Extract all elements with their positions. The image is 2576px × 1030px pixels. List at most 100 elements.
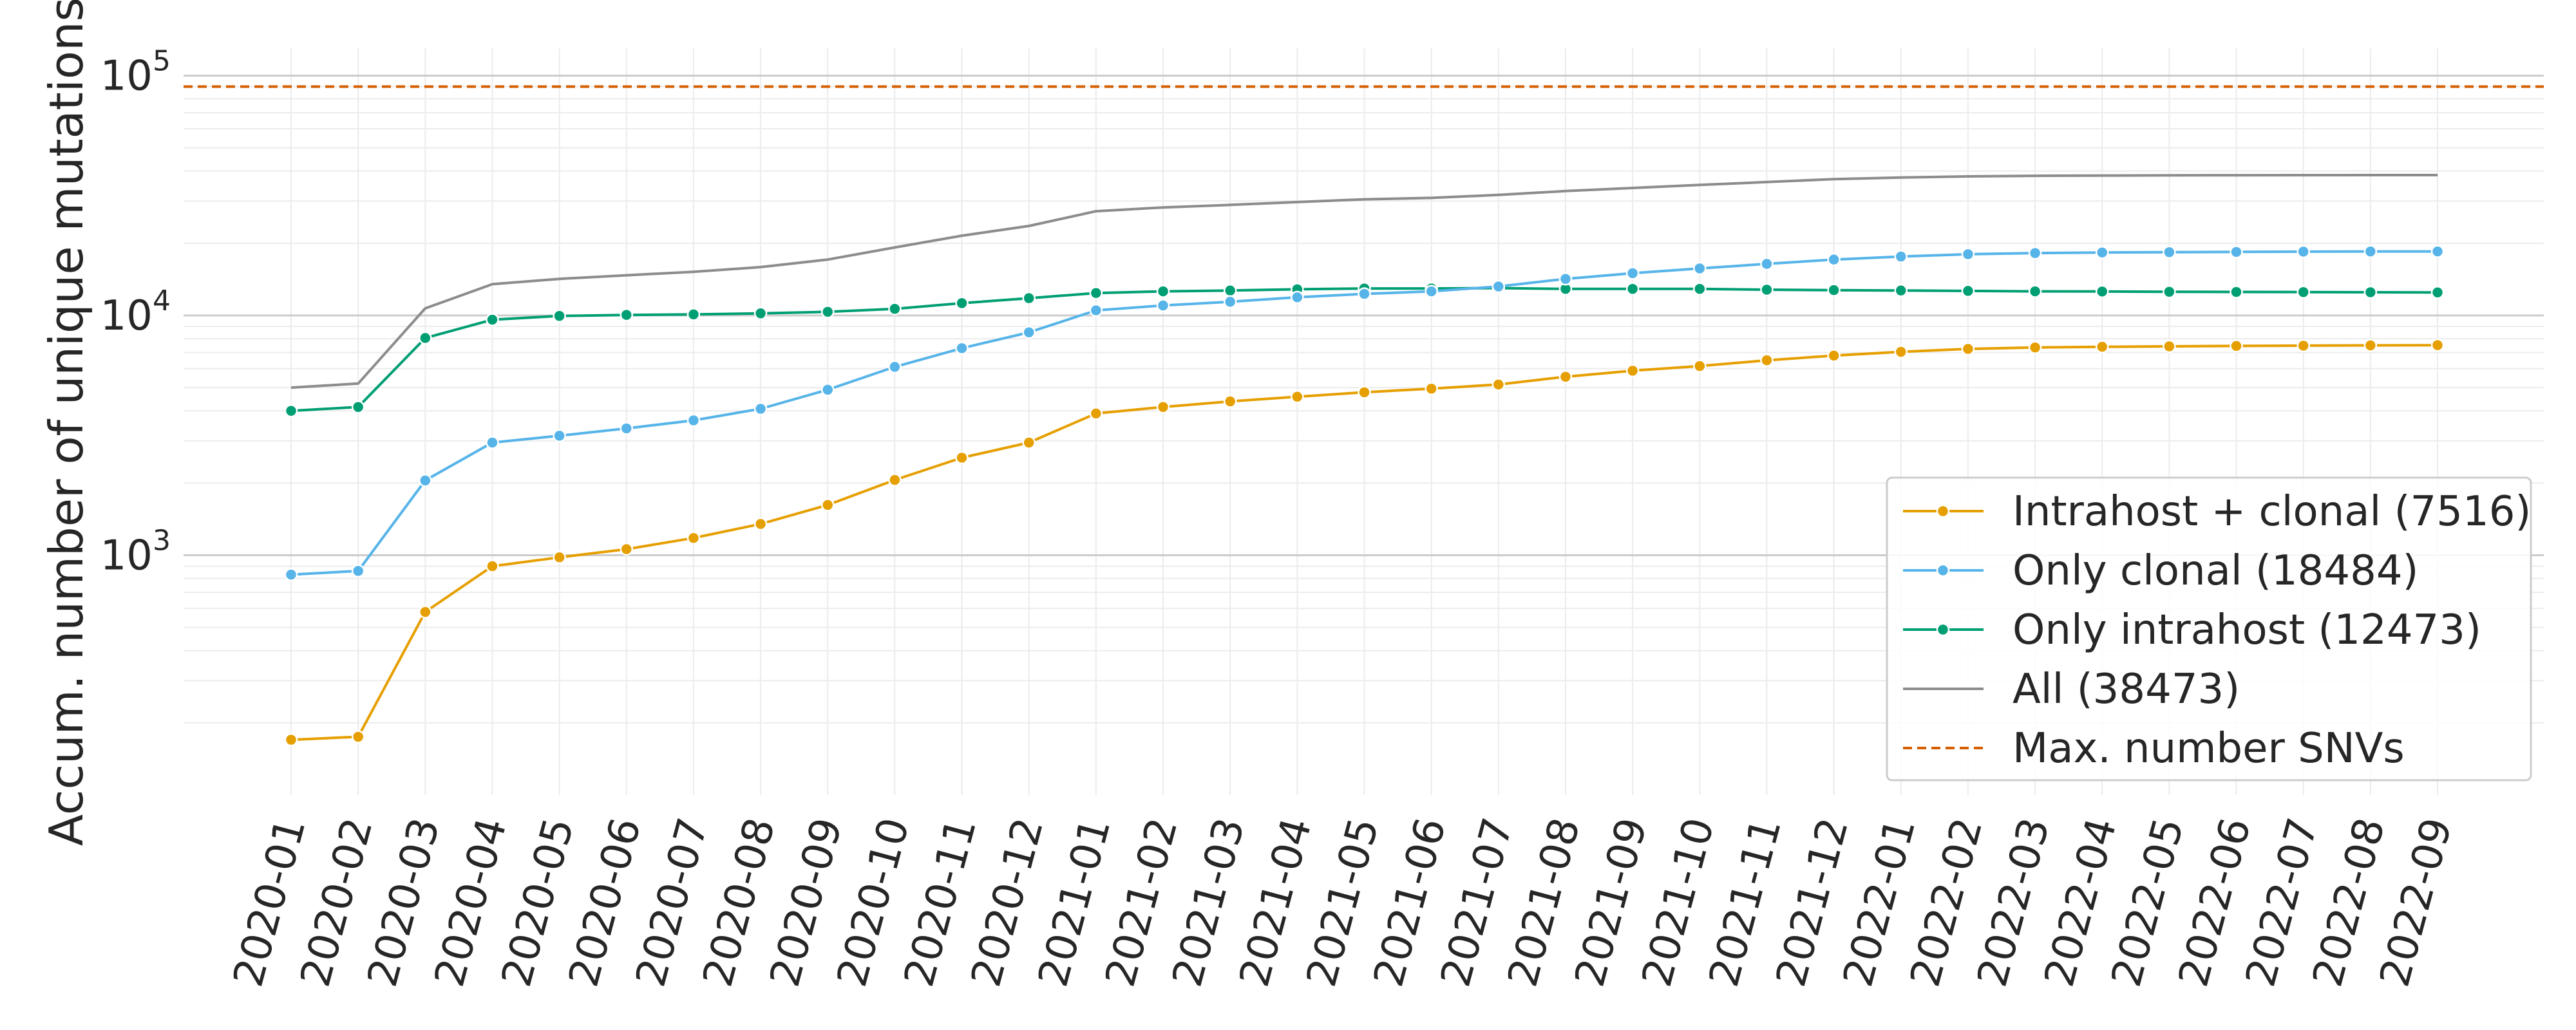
data-point [351,730,365,744]
legend-label: Intrahost + clonal (7516) [2012,488,2531,536]
data-point [1425,285,1438,298]
data-point [1291,290,1304,304]
data-point [1625,364,1640,378]
data-point [1492,279,1506,294]
data-point [753,517,768,531]
data-point [1223,284,1237,297]
data-point [2297,339,2310,353]
data-point [1894,345,1908,359]
data-point [1961,284,1975,298]
data-point [2297,245,2310,259]
data-point [1022,436,1036,449]
data-point [553,550,566,565]
data-point [419,474,432,487]
data-point [1089,303,1103,317]
series-line [290,174,2438,389]
data-point [2230,339,2243,353]
data-point [2363,245,2378,258]
data-point [2095,285,2109,299]
legend-label: All (38473) [2012,666,2240,713]
data-point [419,605,432,619]
data-point [1760,257,1774,271]
data-point [1760,353,1774,367]
data-point [888,360,902,374]
legend-label: Max. number SNVs [2012,725,2405,772]
data-point [2363,339,2378,352]
data-point [753,306,768,321]
data-point [553,429,566,443]
data-point [1693,359,1707,373]
data-point [1961,342,1975,356]
data-point [687,531,701,545]
data-point [1827,283,1841,297]
data-point [1291,390,1304,404]
data-point [1156,285,1170,298]
data-point [1558,272,1573,286]
data-point [2028,341,2042,355]
data-point [1827,252,1841,267]
data-point [486,559,499,573]
data-point [2230,245,2243,259]
data-point [821,383,835,397]
legend-label: Only intrahost (12473) [2012,606,2481,654]
legend-marker [1936,623,1950,637]
data-point [955,296,969,310]
data-point [620,542,634,556]
data-point [2095,245,2109,259]
data-point [2163,339,2176,353]
data-point [419,331,432,345]
legend-box [1886,476,2532,782]
data-point [1492,378,1506,391]
data-point [1693,261,1707,276]
data-point [1358,386,1371,399]
legend-marker [1936,504,1950,518]
data-point [2363,285,2378,299]
data-point [2430,285,2445,299]
data-point [821,305,835,319]
data-point [2163,245,2176,259]
legend-marker [1936,563,1950,577]
data-point [1894,284,1908,297]
data-point [1894,250,1908,263]
data-point [284,568,298,581]
data-point [2095,340,2109,353]
data-point [2028,246,2042,260]
data-point [1625,282,1640,296]
data-point [2230,285,2243,299]
data-point [284,404,298,418]
data-point [2028,285,2042,298]
data-point [284,733,298,747]
data-point [955,451,969,465]
data-point [351,400,365,414]
data-point [753,402,768,416]
data-point [1156,299,1170,312]
data-point [821,498,835,512]
data-point [1625,267,1640,280]
data-point [486,436,499,449]
data-point [1089,286,1103,300]
data-point [955,341,969,355]
data-point [1223,395,1237,408]
data-point [2430,338,2445,352]
data-point [1022,326,1036,339]
y-tick-label: 104 [100,285,171,340]
data-point [1156,400,1170,414]
y-tick-label: 103 [100,524,171,579]
data-point [1760,283,1774,297]
data-point [687,413,701,427]
data-point [2430,245,2445,258]
data-point [1223,295,1237,309]
data-point [888,473,902,487]
data-point [351,564,365,578]
data-point [486,313,499,326]
legend-label: Only clonal (18484) [2012,547,2419,595]
data-point [1425,382,1438,395]
data-point [1089,407,1103,420]
data-point [1827,349,1841,362]
data-point [1961,247,1975,261]
data-point [2297,285,2310,299]
data-point [553,309,566,323]
y-axis-label: Accum. number of unique mutations [39,0,93,846]
data-point [1022,291,1036,305]
